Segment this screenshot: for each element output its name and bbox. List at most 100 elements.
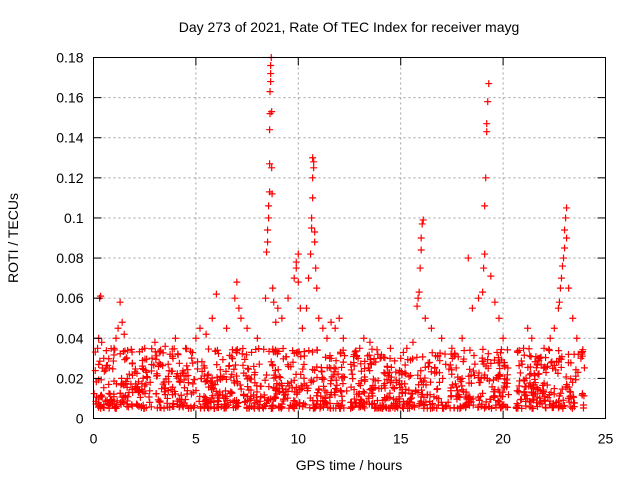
data-point xyxy=(309,174,317,182)
baseline-point xyxy=(343,387,351,395)
baseline-point xyxy=(458,374,466,382)
baseline-point xyxy=(370,400,378,408)
baseline-point xyxy=(427,378,435,386)
baseline-point xyxy=(300,400,308,408)
baseline-point xyxy=(103,396,111,404)
baseline-point xyxy=(446,361,454,369)
baseline-point xyxy=(427,404,435,412)
baseline-point xyxy=(408,389,416,397)
baseline-point xyxy=(189,388,197,396)
baseline-point xyxy=(110,351,118,359)
data-point xyxy=(483,120,491,128)
baseline-point xyxy=(545,345,553,353)
baseline-point xyxy=(453,387,461,395)
baseline-point xyxy=(503,346,511,354)
baseline-point xyxy=(312,403,320,411)
y-tick-label: 0.08 xyxy=(56,250,83,266)
baseline-point xyxy=(323,389,331,397)
baseline-point xyxy=(313,373,321,381)
baseline-point xyxy=(133,369,141,377)
data-point xyxy=(327,318,335,326)
data-point xyxy=(499,334,507,342)
data-point xyxy=(267,62,275,70)
baseline-point xyxy=(245,374,253,382)
baseline-point xyxy=(460,355,468,363)
baseline-point xyxy=(102,347,110,355)
baseline-point xyxy=(526,371,534,379)
baseline-point xyxy=(138,362,146,370)
baseline-point xyxy=(514,387,522,395)
baseline-point xyxy=(448,354,456,362)
data-point xyxy=(202,330,210,338)
baseline-point xyxy=(227,373,235,381)
baseline-point xyxy=(263,397,271,405)
baseline-point xyxy=(322,398,330,406)
data-point xyxy=(573,334,581,342)
baseline-point xyxy=(250,362,258,370)
baseline-point xyxy=(320,375,328,383)
baseline-point xyxy=(433,385,441,393)
baseline-point xyxy=(216,388,224,396)
baseline-point xyxy=(467,379,475,387)
data-point xyxy=(528,334,536,342)
baseline-point xyxy=(105,389,113,397)
data-point xyxy=(270,298,278,306)
baseline-point xyxy=(490,388,498,396)
axis-ticks xyxy=(93,57,606,419)
baseline-point xyxy=(148,354,156,362)
baseline-point xyxy=(272,373,280,381)
baseline-point xyxy=(488,383,496,391)
baseline-point xyxy=(517,395,525,403)
baseline-point xyxy=(252,393,260,401)
baseline-point xyxy=(367,355,375,363)
data-point xyxy=(480,264,488,272)
baseline-point xyxy=(116,389,124,397)
data-point xyxy=(243,324,251,332)
baseline-point xyxy=(161,391,169,399)
baseline-point xyxy=(580,401,588,409)
baseline-point xyxy=(332,365,340,373)
baseline-point xyxy=(189,380,197,388)
baseline-point xyxy=(143,373,151,381)
chart-title: Day 273 of 2021, Rate Of TEC Index for r… xyxy=(179,19,520,35)
baseline-point xyxy=(159,349,167,357)
baseline-point xyxy=(300,380,308,388)
baseline-point xyxy=(485,403,493,411)
data-point xyxy=(292,264,300,272)
data-point xyxy=(417,246,425,254)
baseline-point xyxy=(289,403,297,411)
baseline-point xyxy=(518,360,526,368)
baseline-point xyxy=(405,401,413,409)
baseline-point xyxy=(559,404,567,412)
data-point xyxy=(309,194,317,202)
data-point xyxy=(558,262,566,270)
data-point xyxy=(98,338,106,346)
baseline-point xyxy=(350,386,358,394)
baseline-point xyxy=(339,380,347,388)
y-tick-label: 0.14 xyxy=(56,130,83,146)
data-point xyxy=(417,234,425,242)
data-point xyxy=(550,324,558,332)
data-point xyxy=(310,158,318,166)
baseline-point xyxy=(244,365,252,373)
baseline-point xyxy=(204,370,212,378)
baseline-point xyxy=(496,358,504,366)
data-point xyxy=(366,338,374,346)
baseline-point xyxy=(294,348,302,356)
baseline-point xyxy=(454,373,462,381)
baseline-point xyxy=(313,346,321,354)
baseline-point xyxy=(482,398,490,406)
baseline-point xyxy=(275,347,283,355)
baseline-point xyxy=(315,385,323,393)
baseline-point xyxy=(165,367,173,375)
data-point xyxy=(335,314,343,322)
baseline-point xyxy=(157,404,165,412)
data-point xyxy=(263,248,271,256)
baseline-point xyxy=(500,382,508,390)
baseline-point xyxy=(356,381,364,389)
baseline-point xyxy=(214,404,222,412)
baseline-point xyxy=(436,357,444,365)
baseline-point xyxy=(153,352,161,360)
baseline-point xyxy=(208,374,216,382)
baseline-point xyxy=(183,362,191,370)
